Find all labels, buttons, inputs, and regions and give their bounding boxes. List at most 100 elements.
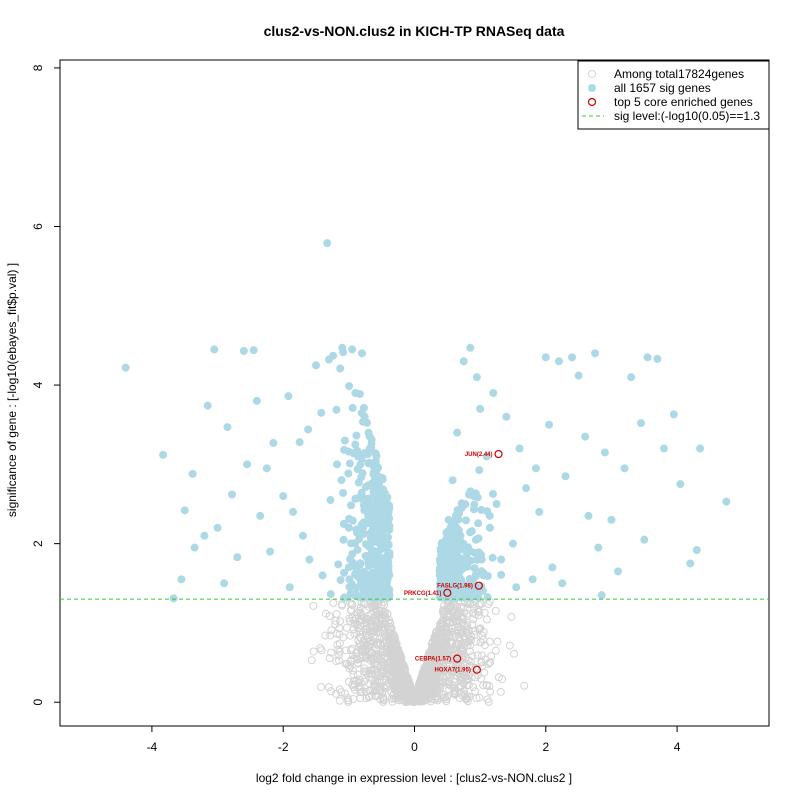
nonsig-point	[462, 609, 471, 618]
sig-point	[466, 343, 475, 352]
sig-point	[358, 519, 367, 528]
sig-point	[360, 449, 369, 458]
sig-point	[475, 466, 484, 475]
nonsig-point	[327, 626, 336, 635]
sig-point	[374, 477, 383, 486]
sig-point	[359, 529, 368, 538]
sig-point	[472, 373, 481, 382]
nonsig-point	[457, 682, 466, 691]
nonsig-point	[444, 664, 453, 673]
sig-point	[356, 559, 365, 568]
sig-point	[456, 554, 465, 563]
nonsig-point	[327, 648, 336, 657]
sig-point	[448, 476, 457, 485]
nonsig-point	[450, 686, 459, 695]
sig-point	[188, 469, 197, 478]
sig-point	[686, 559, 695, 568]
sig-point	[554, 357, 563, 366]
nonsig-point	[510, 649, 519, 658]
nonsig-point	[452, 611, 461, 620]
nonsig-point	[400, 667, 409, 676]
sig-point	[374, 563, 383, 572]
nonsig-point	[476, 638, 485, 647]
sig-point	[659, 444, 668, 453]
sig-point	[640, 535, 649, 544]
sig-point	[462, 516, 471, 525]
sig-point	[459, 357, 468, 366]
nonsig-point	[347, 599, 356, 608]
nonsig-point	[385, 634, 394, 643]
legend: Among total17824genes all 1657 sig genes…	[577, 60, 770, 130]
sig-point	[351, 389, 360, 397]
sig-point	[462, 554, 471, 563]
x-tick-label: 0	[411, 740, 418, 754]
nonsig-point	[473, 651, 482, 660]
core-gene-label: JUN(2.44)	[465, 452, 493, 458]
sig-points	[121, 239, 731, 603]
sig-point	[384, 593, 393, 602]
sig-point	[512, 583, 521, 592]
nonsig-point	[377, 668, 386, 677]
sig-point	[227, 490, 236, 499]
plot-frame	[59, 59, 770, 727]
nonsig-point	[441, 638, 450, 647]
nonsig-point	[365, 642, 374, 651]
nonsig-point	[414, 689, 423, 698]
nonsig-point	[496, 687, 505, 696]
nonsig-point	[464, 681, 473, 690]
sig-point	[252, 396, 261, 405]
nonsig-point	[403, 690, 412, 699]
sig-point	[304, 425, 313, 434]
nonsig-point	[452, 664, 461, 673]
nonsig-point	[393, 647, 402, 656]
sig-point	[338, 343, 347, 352]
nonsig-point	[349, 670, 358, 679]
nonsig-point	[434, 678, 443, 687]
sig-point	[457, 583, 466, 592]
legend-sig-marker	[588, 84, 596, 92]
nonsig-point	[316, 644, 325, 653]
nonsig-point	[438, 690, 447, 699]
sig-point	[492, 500, 501, 508]
sig-point	[436, 564, 445, 573]
y-tick-label: 4	[31, 381, 45, 388]
y-axis-label: significance of gene : [-log10(ebayes_fi…	[5, 263, 19, 517]
nonsig-point	[455, 606, 464, 615]
sig-point	[561, 472, 570, 481]
nonsig-point	[410, 694, 419, 703]
sig-point	[370, 582, 379, 591]
nonsig-point	[394, 657, 403, 666]
nonsig-point	[477, 651, 486, 660]
sig-point	[469, 588, 478, 597]
nonsig-point	[347, 606, 356, 615]
nonsig-point	[391, 651, 400, 660]
sig-point	[266, 547, 275, 556]
nonsig-point	[339, 633, 348, 642]
nonsig-point	[366, 686, 375, 695]
y-tick-label: 0	[31, 699, 45, 706]
nonsig-point	[379, 635, 388, 644]
sig-point	[485, 523, 494, 532]
nonsig-point	[374, 649, 383, 658]
x-tick-label: 4	[674, 740, 681, 754]
nonsig-point	[458, 646, 467, 655]
nonsig-point	[456, 644, 465, 653]
sig-point	[545, 420, 554, 429]
nonsig-point	[334, 645, 343, 654]
nonsig-point	[458, 618, 467, 627]
sig-point	[367, 514, 376, 523]
nonsig-point	[460, 690, 469, 699]
sig-point	[450, 542, 459, 551]
nonsig-point	[360, 636, 369, 645]
sig-point	[200, 531, 209, 540]
core-gene-point	[474, 581, 483, 590]
sig-point	[364, 481, 373, 490]
nonsig-point	[382, 672, 391, 681]
sig-point	[535, 507, 544, 516]
nonsig-point	[479, 635, 488, 644]
nonsig-points	[307, 596, 529, 707]
sig-point	[591, 349, 600, 358]
nonsig-point	[471, 673, 480, 682]
nonsig-point	[455, 633, 464, 642]
